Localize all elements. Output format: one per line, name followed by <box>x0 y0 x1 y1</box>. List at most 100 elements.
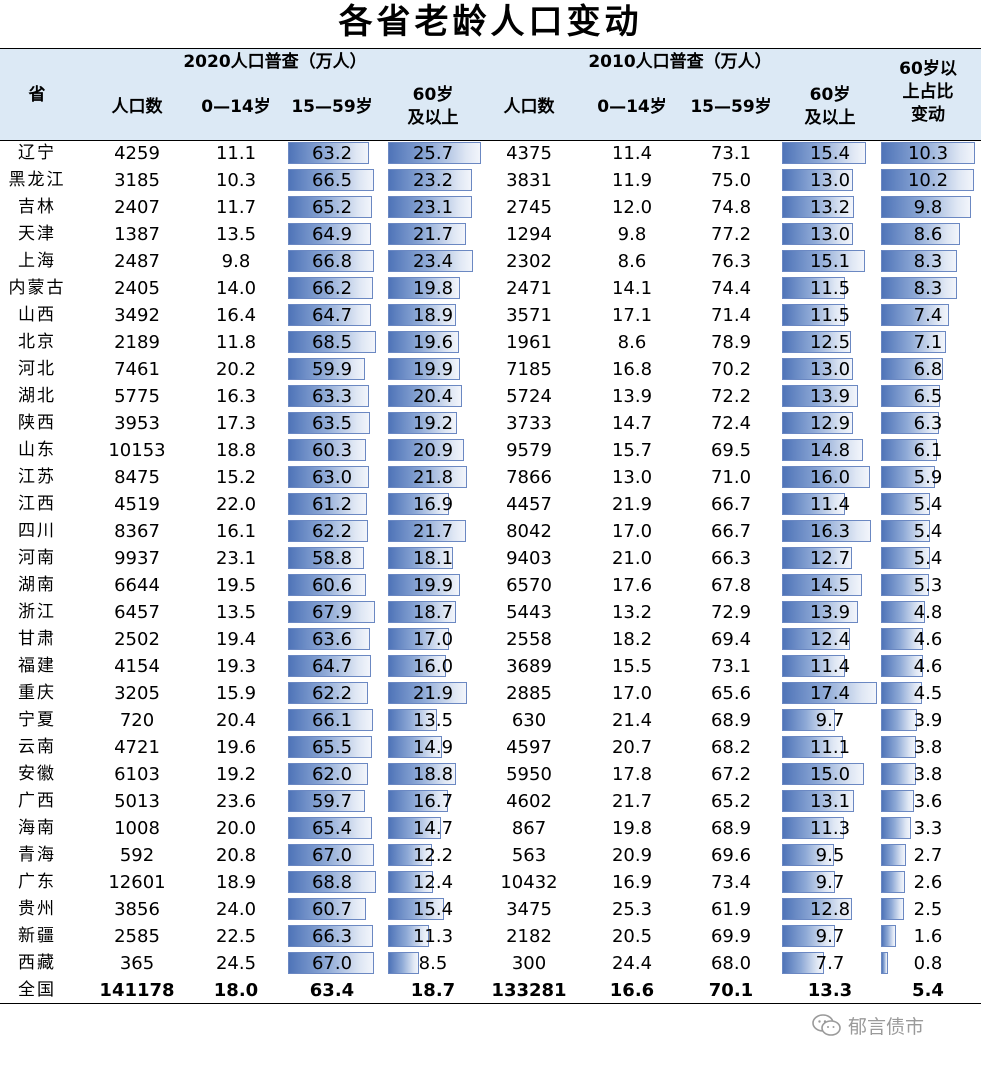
data-bar-b2020 <box>288 925 373 947</box>
data-bar-c2020 <box>388 871 433 893</box>
cell-a2010: 13.0 <box>611 467 653 488</box>
data-bar-c2010 <box>782 682 877 704</box>
data-bar-c2020 <box>388 169 472 191</box>
table-row: 贵州 3856 24.0 60.7 15.4 3475 25.3 61.9 12.8 2.5 <box>0 896 981 923</box>
cell-c2010: 11.1 <box>809 737 851 758</box>
cell-a2010: 21.4 <box>611 710 653 731</box>
cell-c2020: 18.7 <box>410 980 456 1001</box>
cell-c2010: 13.0 <box>809 170 851 191</box>
cell-a2020: 20.2 <box>215 359 257 380</box>
cell-c2020: 21.9 <box>412 683 454 704</box>
cell-c2010: 15.4 <box>809 143 851 164</box>
cell-b2020: 66.8 <box>311 251 353 272</box>
data-bar-b2020 <box>288 655 371 677</box>
cell-change: 6.3 <box>913 413 943 434</box>
cell-pop2010: 3689 <box>506 656 552 677</box>
cell-pop2010: 4602 <box>506 791 552 812</box>
data-bar-c2020 <box>388 898 444 920</box>
data-bar-c2020 <box>388 817 441 839</box>
cell-a2020: 13.5 <box>215 602 257 623</box>
data-bar-c2020 <box>388 736 442 758</box>
cell-province: 山西 <box>18 305 56 325</box>
data-bar-b2020 <box>288 358 365 380</box>
cell-b2010: 72.2 <box>710 386 752 407</box>
cell-a2020: 17.3 <box>215 413 257 434</box>
cell-pop2020: 592 <box>119 845 155 866</box>
cell-a2010: 21.9 <box>611 494 653 515</box>
cell-c2020: 18.1 <box>412 548 454 569</box>
cell-b2020: 64.7 <box>311 305 353 326</box>
cell-a2020: 18.0 <box>213 980 259 1001</box>
table-row: 甘肃 2502 19.4 63.6 17.0 2558 18.2 69.4 12.4 4.6 <box>0 626 981 653</box>
cell-a2020: 18.8 <box>215 440 257 461</box>
data-bar-b2020 <box>288 439 366 461</box>
cell-b2020: 66.3 <box>311 926 353 947</box>
cell-pop2010: 867 <box>511 818 547 839</box>
cell-a2020: 9.8 <box>221 251 251 272</box>
cell-b2020: 60.3 <box>311 440 353 461</box>
data-bar-c2010 <box>782 439 863 461</box>
data-bar-c2010 <box>782 331 851 353</box>
cell-c2020: 13.5 <box>412 710 454 731</box>
cell-a2020: 16.1 <box>215 521 257 542</box>
cell-b2010: 72.4 <box>710 413 752 434</box>
cell-province: 陕西 <box>18 413 56 433</box>
data-bar-c2020 <box>388 547 453 569</box>
cell-b2020: 65.4 <box>311 818 353 839</box>
cell-change: 8.3 <box>913 251 943 272</box>
cell-province: 云南 <box>18 737 56 757</box>
cell-b2020: 67.0 <box>311 845 353 866</box>
cell-province: 河北 <box>18 359 56 379</box>
cell-province: 湖北 <box>18 386 56 406</box>
cell-b2020: 62.0 <box>311 764 353 785</box>
cell-c2010: 12.8 <box>809 899 851 920</box>
cell-province: 安徽 <box>18 764 56 784</box>
table-row: 广西 5013 23.6 59.7 16.7 4602 21.7 65.2 13.1 3.6 <box>0 788 981 815</box>
data-bar-c2020 <box>388 331 459 353</box>
cell-province: 吉林 <box>18 197 56 217</box>
cell-c2010: 11.5 <box>809 305 851 326</box>
cell-c2020: 17.0 <box>412 629 454 650</box>
cell-a2020: 20.0 <box>215 818 257 839</box>
cell-pop2010: 8042 <box>506 521 552 542</box>
cell-b2020: 64.7 <box>311 656 353 677</box>
cell-b2020: 65.5 <box>311 737 353 758</box>
table-row: 吉林 2407 11.7 65.2 23.1 2745 12.0 74.8 13.2 9.8 <box>0 194 981 221</box>
cell-c2020: 19.6 <box>412 332 454 353</box>
table-row: 重庆 3205 15.9 62.2 21.9 2885 17.0 65.6 17.4 4.5 <box>0 680 981 707</box>
cell-b2010: 70.1 <box>708 980 754 1001</box>
cell-pop2020: 720 <box>119 710 155 731</box>
cell-a2020: 19.4 <box>215 629 257 650</box>
cell-change: 6.1 <box>913 440 943 461</box>
cell-change: 3.8 <box>913 737 943 758</box>
cell-b2020: 63.4 <box>309 980 355 1001</box>
cell-change: 3.8 <box>913 764 943 785</box>
cell-b2020: 67.0 <box>311 953 353 974</box>
cell-a2010: 13.9 <box>611 386 653 407</box>
data-bar-c2020 <box>388 925 429 947</box>
cell-b2010: 68.9 <box>710 818 752 839</box>
data-bar-b2020 <box>288 871 376 893</box>
cell-a2010: 9.8 <box>617 224 647 245</box>
table-row: 黑龙江 3185 10.3 66.5 23.2 3831 11.9 75.0 13.0 10.2 <box>0 167 981 194</box>
data-bar-b2020 <box>288 601 375 623</box>
cell-change: 5.9 <box>913 467 943 488</box>
cell-change: 8.3 <box>913 278 943 299</box>
data-bar-b2020 <box>288 736 372 758</box>
cell-c2010: 11.5 <box>809 278 851 299</box>
cell-b2020: 66.1 <box>311 710 353 731</box>
cell-a2010: 19.8 <box>611 818 653 839</box>
cell-c2020: 20.4 <box>412 386 454 407</box>
cell-a2020: 11.1 <box>215 143 257 164</box>
data-bar-b2020 <box>288 547 364 569</box>
cell-a2020: 14.0 <box>215 278 257 299</box>
cell-pop2020: 6457 <box>114 602 160 623</box>
cell-pop2010: 2745 <box>506 197 552 218</box>
table-row: 浙江 6457 13.5 67.9 18.7 5443 13.2 72.9 13.9 4.8 <box>0 599 981 626</box>
data-bar-c2010 <box>782 196 854 218</box>
cell-a2010: 17.0 <box>611 683 653 704</box>
column-header-2: 0—14岁 <box>201 97 271 117</box>
cell-a2020: 13.5 <box>215 224 257 245</box>
cell-a2010: 14.1 <box>611 278 653 299</box>
data-bar-change <box>881 223 960 245</box>
